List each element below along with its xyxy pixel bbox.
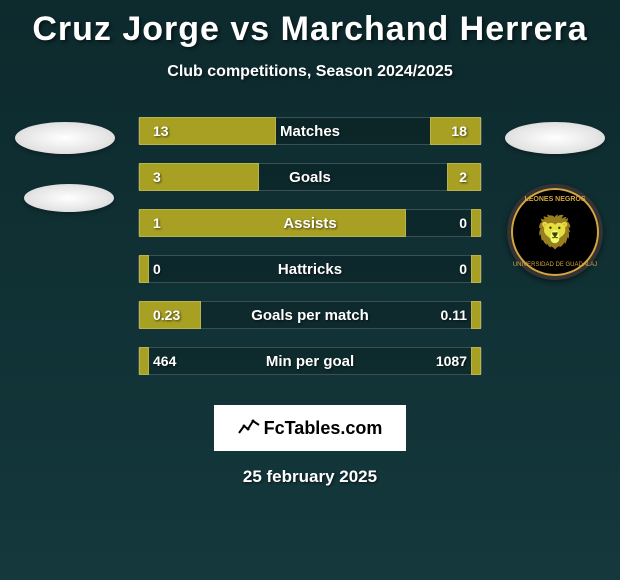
right-team-badge: LEONES NEGROS 🦁 UNIVERSIDAD DE GUADALAJ [507,184,603,280]
stat-row: 4641087Min per goal [138,347,482,375]
stats-column: 1318Matches 32Goals 10Assists 00Hattricks 0.… [138,117,482,393]
badge-top-text: LEONES NEGROS [511,196,599,203]
subtitle: Club competitions, Season 2024/2025 [0,63,620,81]
chart-icon [238,416,260,440]
date-label: 25 february 2025 [0,467,620,487]
stat-label: Min per goal [139,353,481,370]
main-comparison-area: 1318Matches 32Goals 10Assists 00Hattricks 0.… [0,117,620,393]
left-player-badges [10,117,120,212]
site-name: FcTables.com [264,418,383,439]
left-badge-1 [15,122,115,154]
stat-row: 0.230.11Goals per match [138,301,482,329]
stat-row: 32Goals [138,163,482,191]
stat-label: Goals per match [139,307,481,324]
stat-label: Assists [139,215,481,232]
right-badge-1 [505,122,605,154]
stat-label: Matches [139,123,481,140]
page-title: Cruz Jorge vs Marchand Herrera [0,10,620,49]
lion-icon: 🦁 [535,216,575,248]
stat-row: 1318Matches [138,117,482,145]
stat-row: 00Hattricks [138,255,482,283]
stat-label: Goals [139,169,481,186]
site-logo[interactable]: FcTables.com [214,405,406,451]
stat-label: Hattricks [139,261,481,278]
badge-bottom-text: UNIVERSIDAD DE GUADALAJ [511,262,599,268]
stat-row: 10Assists [138,209,482,237]
right-player-badges: LEONES NEGROS 🦁 UNIVERSIDAD DE GUADALAJ [500,117,610,280]
left-badge-2 [24,184,114,212]
